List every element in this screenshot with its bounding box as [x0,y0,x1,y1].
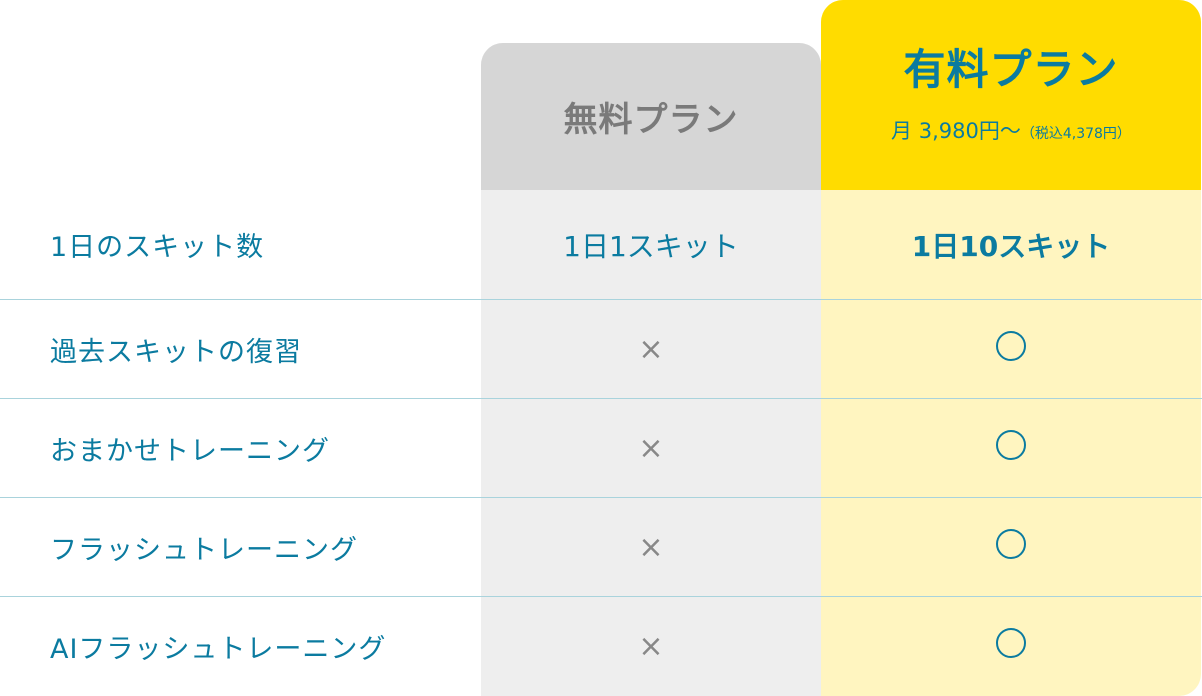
feature-label: AIフラッシュトレーニング [50,634,387,665]
comparison-row: AIフラッシュトレーニング × [0,596,1202,696]
paid-plan-title: 有料プラン [903,44,1119,94]
cross-icon: × [638,430,664,466]
comparison-row: 過去スキットの復習 × [0,299,1202,398]
circle-icon [821,628,1201,665]
comparison-row: フラッシュトレーニング × [0,497,1202,596]
comparison-row: おまかせトレーニング × [0,398,1202,497]
circle-icon [821,429,1201,467]
free-plan-column: 無料プラン [481,43,821,696]
circle-icon [821,330,1201,368]
cross-icon: × [638,629,664,664]
price-text: 月 3,980円〜 [891,118,1021,143]
paid-value: 1日10スキット [911,229,1111,263]
feature-label: おまかせトレーニング [50,435,330,467]
paid-plan-header: 有料プラン 月 3,980円〜（税込4,378円） [821,0,1201,190]
cross-icon: × [638,331,664,367]
free-plan-title: 無料プラン [481,43,821,190]
paid-plan-column: 有料プラン 月 3,980円〜（税込4,378円） [821,0,1201,696]
circle-icon [821,528,1201,566]
feature-label: 過去スキットの復習 [50,336,302,368]
tax-note: （税込4,378円） [1020,125,1131,142]
cross-icon: × [638,529,664,565]
paid-plan-price: 月 3,980円〜（税込4,378円） [891,115,1131,145]
feature-label: 1日のスキット数 [50,232,265,263]
comparison-row: 1日のスキット数 1日1スキット 1日10スキット [0,190,1202,299]
feature-label: フラッシュトレーニング [50,534,358,566]
free-value: 1日1スキット [563,229,739,263]
